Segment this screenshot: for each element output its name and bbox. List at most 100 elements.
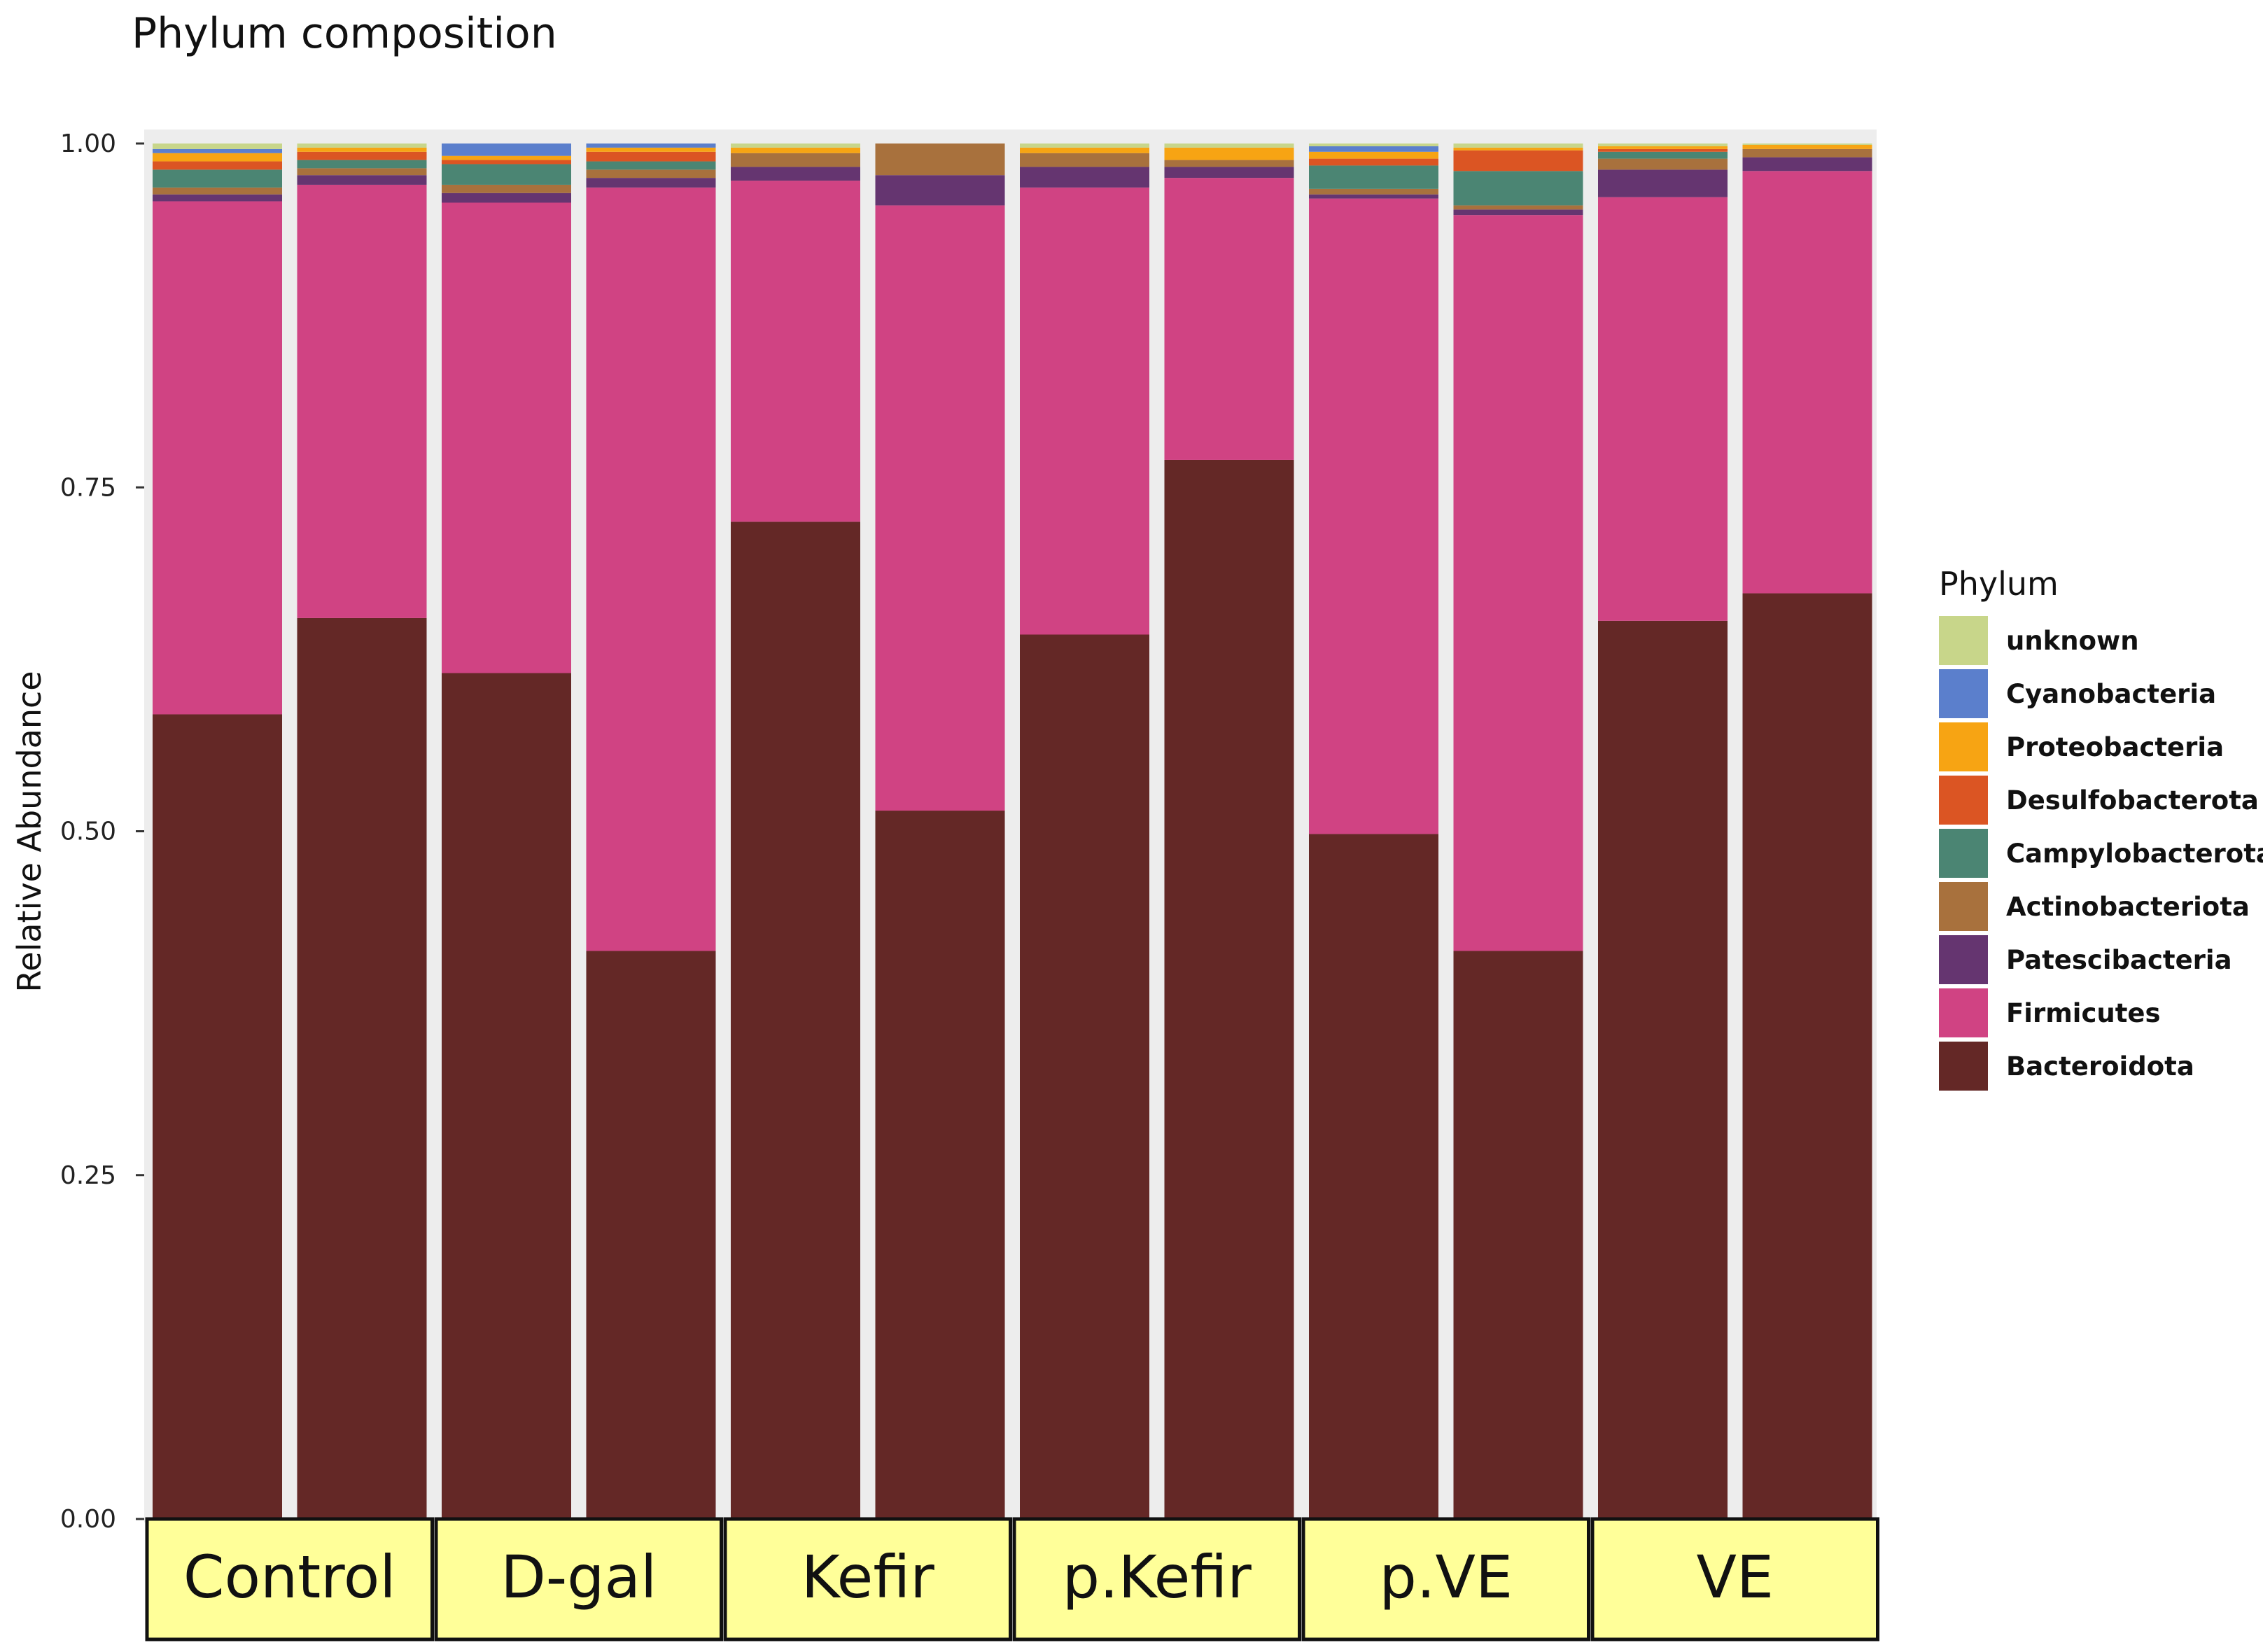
- y-tick-label: 0.75: [60, 473, 116, 502]
- bar-segment-bacteroidota: [1164, 459, 1294, 1520]
- legend-entry: Desulfobacterota: [1939, 776, 2259, 825]
- bar-segment-unknown: [1020, 144, 1149, 148]
- legend-label: unknown: [2006, 626, 2139, 656]
- bar-segment-desulfobacterota: [1309, 158, 1438, 166]
- bar-segment-cyanobacteria: [442, 144, 571, 156]
- bar-segment-actinobacteriota: [586, 169, 716, 178]
- bar-segment-desulfobacterota: [297, 151, 427, 160]
- bar-segment-bacteroidota: [875, 811, 1005, 1519]
- legend-swatch: [1939, 722, 1988, 771]
- legend-entry: Cyanobacteria: [1939, 669, 2216, 718]
- legend-label: Patescibacteria: [2006, 945, 2232, 975]
- sample-bar: [1164, 144, 1294, 1520]
- chart-title: Phylum composition: [132, 9, 557, 58]
- bar-segment-desulfobacterota: [153, 161, 282, 170]
- y-tick-label: 1.00: [60, 130, 116, 158]
- legend-entry: unknown: [1939, 616, 2139, 665]
- bar-segment-patescibacteria: [1453, 209, 1583, 216]
- bar-segment-unknown: [1598, 144, 1728, 146]
- bar-segment-unknown: [297, 144, 427, 148]
- bar-segment-firmicutes: [731, 181, 860, 522]
- sample-bar: [1742, 144, 1872, 1520]
- sample-bar: [1309, 144, 1438, 1519]
- bar-segment-bacteroidota: [442, 673, 571, 1519]
- legend-swatch: [1939, 988, 1988, 1037]
- bar-segment-proteobacteria: [1020, 147, 1149, 153]
- legend-label: Bacteroidota: [2006, 1051, 2194, 1082]
- bar-segment-bacteroidota: [1598, 620, 1728, 1519]
- sample-bar: [297, 144, 427, 1519]
- legend-label: Campylobacterota: [2006, 839, 2263, 869]
- bar-segment-actinobacteriota: [1020, 153, 1149, 167]
- bar-segment-firmicutes: [1742, 171, 1872, 594]
- bar-segment-patescibacteria: [1020, 167, 1149, 188]
- bar-segment-proteobacteria: [297, 147, 427, 152]
- bar-segment-firmicutes: [1020, 187, 1149, 635]
- sample-bar: [153, 144, 282, 1519]
- bar-segment-unknown: [1164, 144, 1294, 148]
- group-strip: [1012, 1517, 1301, 1642]
- bar-segment-campylobacterota: [1309, 165, 1438, 189]
- bar-segment-proteobacteria: [1742, 144, 1872, 149]
- bar-segment-cyanobacteria: [1309, 146, 1438, 152]
- bar-segment-bacteroidota: [297, 617, 427, 1519]
- bar-segment-actinobacteriota: [1742, 148, 1872, 158]
- bar-segment-proteobacteria: [1309, 151, 1438, 159]
- bar-segment-campylobacterota: [442, 164, 571, 185]
- sample-bar: [442, 144, 571, 1519]
- bar-segment-bacteroidota: [1309, 834, 1438, 1519]
- bars-layer: [153, 144, 1872, 1520]
- y-tick-label: 0.25: [60, 1161, 116, 1190]
- bar-segment-unknown: [1453, 144, 1583, 148]
- bar-segment-firmicutes: [1164, 178, 1294, 460]
- y-axis: 0.00 0.25 0.50 0.75 1.00: [60, 130, 144, 1534]
- bar-segment-proteobacteria: [442, 155, 571, 160]
- bar-segment-proteobacteria: [1164, 147, 1294, 160]
- bar-segment-bacteroidota: [153, 714, 282, 1519]
- bar-segment-firmicutes: [442, 202, 571, 673]
- bar-segment-firmicutes: [586, 187, 716, 951]
- legend-label: Firmicutes: [2006, 998, 2161, 1028]
- bar-segment-campylobacterota: [153, 169, 282, 188]
- bar-segment-actinobacteriota: [1164, 160, 1294, 167]
- y-axis-label: Relative Abundance: [10, 671, 48, 992]
- bar-segment-actinobacteriota: [1453, 205, 1583, 210]
- legend: Phylum unknown Cyanobacteria Proteobacteri…: [1939, 565, 2263, 1091]
- sample-bar: [586, 144, 716, 1519]
- legend-title: Phylum: [1939, 565, 2059, 603]
- bar-segment-actinobacteriota: [731, 153, 860, 167]
- bar-segment-campylobacterota: [1598, 151, 1728, 159]
- sample-bar: [731, 144, 860, 1519]
- group-label: p.VE: [1379, 1543, 1513, 1611]
- bar-segment-firmicutes: [153, 201, 282, 715]
- group-strip: [145, 1517, 434, 1642]
- bar-segment-desulfobacterota: [442, 160, 571, 164]
- legend-entry: Patescibacteria: [1939, 935, 2232, 984]
- group-label: D-gal: [500, 1543, 657, 1611]
- bar-segment-actinobacteriota: [297, 168, 427, 176]
- group-label: VE: [1696, 1543, 1774, 1611]
- bar-segment-patescibacteria: [1742, 157, 1872, 172]
- plot-panel: [144, 130, 1877, 1522]
- bar-segment-cyanobacteria: [153, 148, 282, 153]
- bar-segment-proteobacteria: [1598, 146, 1728, 149]
- bar-segment-proteobacteria: [586, 147, 716, 152]
- bar-segment-actinobacteriota: [1309, 188, 1438, 195]
- bar-segment-actinobacteriota: [153, 187, 282, 195]
- bar-segment-patescibacteria: [153, 194, 282, 202]
- sample-bar: [1598, 144, 1728, 1519]
- group-label: Kefir: [801, 1543, 934, 1611]
- legend-entry: Campylobacterota: [1939, 829, 2263, 878]
- group-strip: [1301, 1517, 1590, 1642]
- bar-segment-actinobacteriota: [875, 144, 1005, 176]
- group-labels: Control D-gal Kefir p.Kefir p.VE VE: [145, 1517, 1879, 1642]
- legend-entry: Firmicutes: [1939, 988, 2161, 1037]
- group-strip: [723, 1517, 1012, 1642]
- bar-segment-firmicutes: [875, 205, 1005, 811]
- legend-swatch: [1939, 1042, 1988, 1091]
- legend-swatch: [1939, 776, 1988, 825]
- bar-segment-patescibacteria: [297, 175, 427, 185]
- bar-segment-bacteroidota: [1453, 951, 1583, 1519]
- bar-segment-firmicutes: [1598, 197, 1728, 621]
